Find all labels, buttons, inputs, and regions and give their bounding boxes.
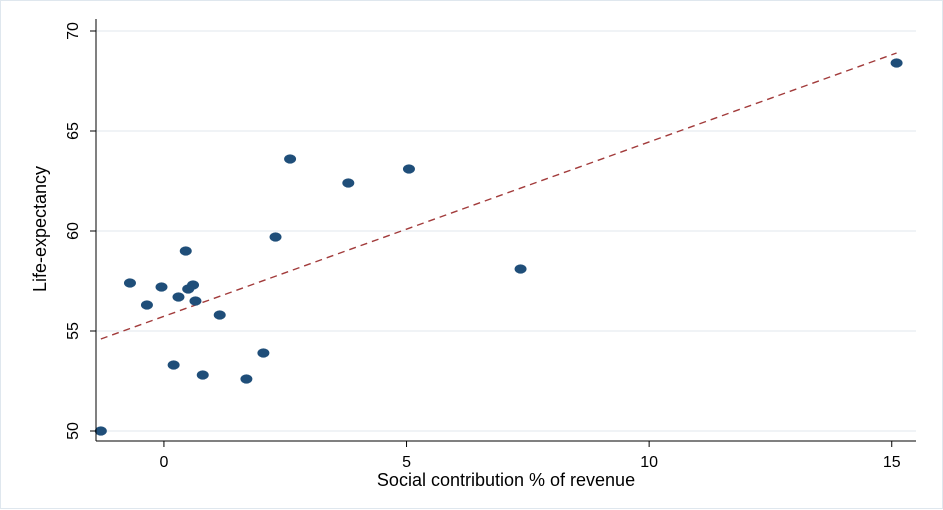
data-point-5 <box>172 292 185 302</box>
data-point-15 <box>284 154 297 164</box>
x-tick-label-10: 10 <box>640 454 658 471</box>
data-point-2 <box>140 300 153 310</box>
data-point-3 <box>155 282 168 292</box>
data-point-19 <box>890 58 903 68</box>
data-point-4 <box>167 360 180 370</box>
data-point-14 <box>269 232 282 242</box>
data-point-16 <box>342 178 355 188</box>
data-point-11 <box>213 310 226 320</box>
y-tick-label-60: 60 <box>65 222 82 240</box>
y-tick-label-70: 70 <box>65 22 82 40</box>
x-axis-title: Social contribution % of revenue <box>377 470 635 490</box>
data-point-13 <box>257 348 270 358</box>
x-tick-label-5: 5 <box>402 454 411 471</box>
x-tick-label-0: 0 <box>159 454 168 471</box>
y-axis-title: Life-expectancy <box>30 166 50 292</box>
data-point-18 <box>514 264 527 274</box>
y-tick-label-50: 50 <box>65 422 82 440</box>
axes: 50 55 60 65 70 0 5 10 15 <box>65 19 916 471</box>
data-point-17 <box>402 164 415 174</box>
fit-line-layer <box>100 52 897 340</box>
data-point-0 <box>94 426 107 436</box>
data-point-6 <box>179 246 192 256</box>
x-tick-label-15: 15 <box>883 454 901 471</box>
gridlines <box>96 30 916 432</box>
data-point-8 <box>187 280 200 290</box>
y-tick-label-65: 65 <box>65 122 82 140</box>
data-points <box>94 58 903 436</box>
data-point-9 <box>189 296 202 306</box>
data-point-10 <box>196 370 209 380</box>
data-point-1 <box>123 278 136 288</box>
y-tick-label-55: 55 <box>65 322 82 340</box>
data-point-12 <box>240 374 253 384</box>
fit-line <box>100 52 897 340</box>
